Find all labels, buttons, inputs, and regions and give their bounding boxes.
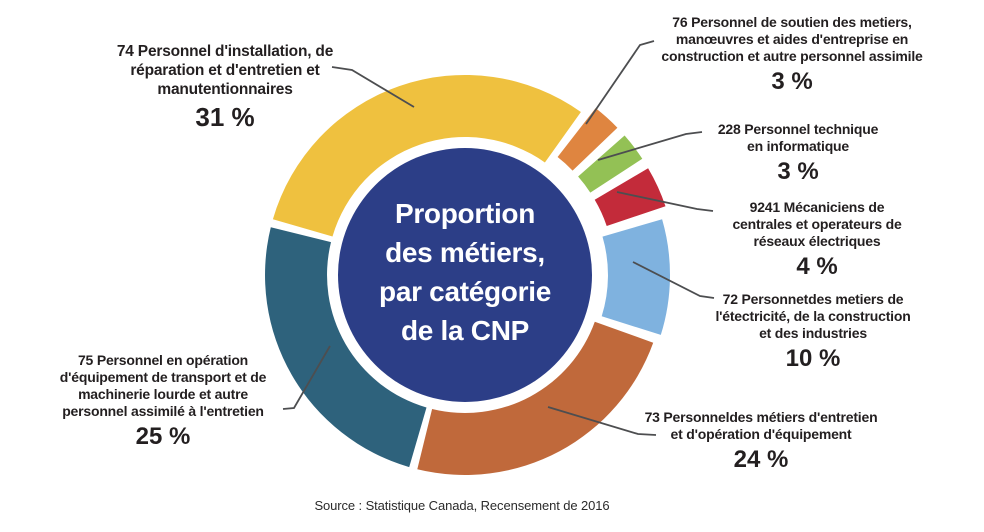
callout-label-line: réseaux électriques [753,233,881,249]
callout-label-line: 228 Personnel technique [717,121,879,137]
callout-label-line: 76 Personnel de soutien des metiers, [672,14,912,30]
callout-label-line: 72 Personnetdes metiers de [722,291,904,307]
slice-cnp73 [417,321,654,475]
callout-label: 9241 Mécaniciens de centrales et operateu… [667,199,967,250]
callout-label: 74 Personnel d'installation, de réparatio… [75,42,375,99]
slice-cnp228 [578,135,643,193]
callout-label-line: 73 Personneldes métiers d'entretien [644,409,878,425]
callout-label-line: manutentionnaires [157,81,293,98]
callout-label: 228 Personnel technique en informatique [648,121,948,155]
callout-label-line: et des industries [759,325,867,341]
leader-line-cnp9241 [616,191,714,212]
callout-label-line: d'équipement de transport et de [59,369,267,385]
center-title-line: par catégorie [379,276,551,307]
callout-label-line: 74 Personnel d'installation, de [116,43,334,60]
callout-cnp228: 228 Personnel technique en informatique 3… [648,121,948,185]
chart-center-title: Proportion des métiers, par catégorie de la… [315,194,615,350]
callout-cnp74: 74 Personnel d'installation, de réparatio… [75,42,375,131]
callout-cnp9241: 9241 Mécaniciens de centrales et operateu… [667,199,967,280]
slice-cnp9241 [594,168,666,226]
source-note: Source : Statistique Canada, Recensement… [314,498,610,513]
callout-label: 72 Personnetdes metiers de l'étectricité,… [663,291,963,342]
callout-label-line: en informatique [746,138,849,154]
callout-label-line: machinerie lourde et autre [78,386,248,402]
callout-pct: 24 % [733,446,789,473]
callout-label-line: réparation et d'entretien et [130,62,320,79]
leader-line-cnp73 [547,406,657,436]
callout-label-line: 9241 Mécaniciens de [749,199,885,215]
center-title-line: des métiers, [385,237,545,268]
callout-cnp75: 75 Personnel en opération d'équipement de… [13,352,313,450]
callout-label-line: centrales et operateurs de [732,216,902,232]
slice-cnp76 [557,108,618,171]
callout-pct: 31 % [195,102,255,132]
callout-pct: 25 % [135,423,191,450]
callout-label: 76 Personnel de soutien des metiers, manœ… [642,14,942,65]
leader-line-cnp75 [282,345,331,410]
leader-line-cnp76 [585,40,655,125]
callout-label-line: manœuvres et aides d'entreprise en [675,31,909,47]
slice-cnp72 [601,219,670,335]
center-title-line: Proportion [394,198,536,229]
callout-pct: 3 % [777,158,819,185]
callout-pct: 4 % [796,253,838,280]
leader-line-cnp74 [331,66,415,108]
callout-cnp76: 76 Personnel de soutien des metiers, manœ… [642,14,942,95]
center-title-line: de la CNP [400,315,529,346]
callout-cnp73: 73 Personneldes métiers d'entretien et d'… [611,409,911,473]
leader-line-cnp72 [632,261,715,299]
callout-label-line: 75 Personnel en opération [77,352,249,368]
callout-label: 75 Personnel en opération d'équipement de… [13,352,313,420]
callout-pct: 3 % [771,68,813,95]
callout-label-line: et d'opération d'équipement [670,426,852,442]
center-circle [338,148,592,402]
callout-label-line: construction et autre personnel assimile [661,48,923,64]
leader-line-cnp228 [597,131,703,161]
slice-cnp74 [272,74,581,237]
callout-label: 73 Personneldes métiers d'entretien et d'… [611,409,911,443]
callout-cnp72: 72 Personnetdes metiers de l'étectricité,… [663,291,963,372]
callout-label-line: l'étectricité, de la construction [715,308,911,324]
callout-pct: 10 % [785,345,841,372]
slice-cnp75 [265,227,427,468]
callout-label-line: personnel assimilé à l'entretien [62,403,264,419]
